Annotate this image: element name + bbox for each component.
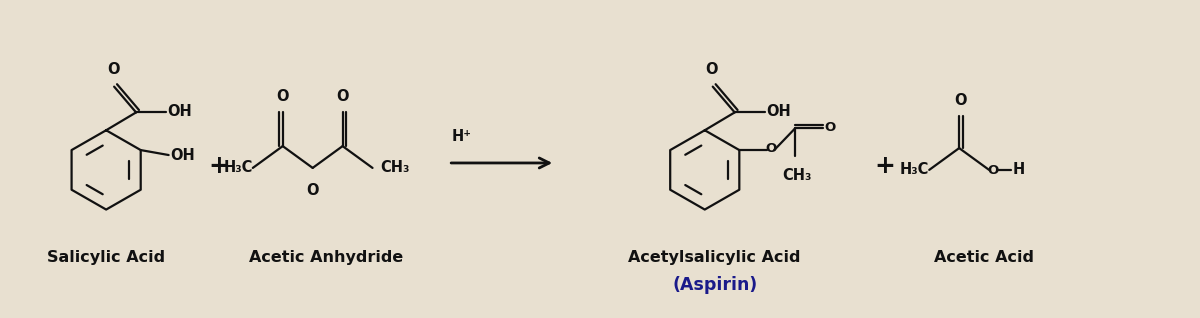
Text: CH₃: CH₃ — [379, 160, 409, 176]
Text: +: + — [209, 154, 229, 178]
Text: CH₃: CH₃ — [782, 168, 812, 183]
Text: O: O — [988, 164, 998, 177]
Text: Acetic Anhydride: Acetic Anhydride — [248, 250, 403, 265]
Text: O: O — [276, 89, 289, 105]
Text: Acetic Acid: Acetic Acid — [934, 250, 1034, 265]
Text: H₃C: H₃C — [900, 162, 929, 177]
Text: Acetylsalicylic Acid: Acetylsalicylic Acid — [629, 250, 800, 265]
Text: H⁺: H⁺ — [451, 129, 472, 144]
Text: O: O — [107, 62, 119, 77]
Text: O: O — [306, 183, 319, 198]
Text: OH: OH — [168, 104, 192, 119]
Text: OH: OH — [170, 148, 194, 162]
Text: Salicylic Acid: Salicylic Acid — [47, 250, 166, 265]
Text: OH: OH — [767, 104, 791, 119]
Text: O: O — [824, 121, 835, 134]
Text: O: O — [706, 62, 718, 77]
Text: O: O — [766, 142, 776, 155]
Text: O: O — [336, 89, 349, 105]
Text: H: H — [1013, 162, 1025, 177]
Text: +: + — [874, 154, 895, 178]
Text: (Aspirin): (Aspirin) — [672, 276, 757, 294]
Text: H₃C: H₃C — [223, 160, 253, 176]
Text: O: O — [954, 93, 966, 108]
